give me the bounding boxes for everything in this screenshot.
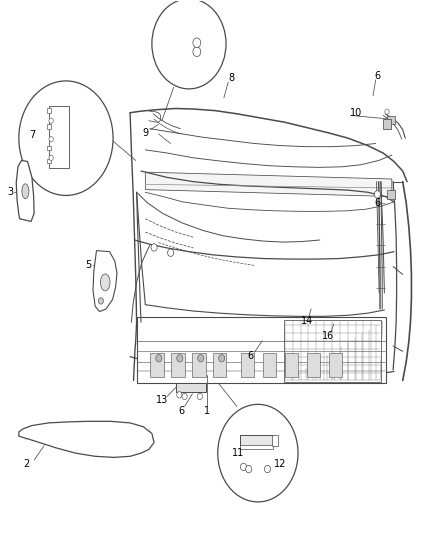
Circle shape	[49, 155, 53, 160]
Bar	[47, 109, 50, 113]
Text: 14: 14	[300, 316, 312, 326]
Circle shape	[177, 392, 182, 398]
Circle shape	[155, 354, 162, 362]
Text: 13: 13	[155, 395, 168, 405]
Text: 16: 16	[321, 332, 334, 342]
Circle shape	[197, 393, 202, 400]
Bar	[386, 116, 394, 124]
Text: 1: 1	[204, 406, 210, 416]
Bar	[136, 317, 385, 383]
Circle shape	[192, 47, 200, 56]
Circle shape	[374, 191, 380, 198]
Bar	[306, 353, 319, 377]
Text: 6: 6	[247, 351, 254, 361]
Text: 7: 7	[30, 130, 36, 140]
Bar	[262, 353, 276, 377]
Polygon shape	[16, 160, 34, 221]
Circle shape	[197, 354, 203, 362]
Circle shape	[217, 405, 297, 502]
Text: 8: 8	[228, 73, 234, 83]
Bar	[149, 353, 163, 377]
Circle shape	[19, 81, 113, 196]
Text: 6: 6	[178, 406, 184, 416]
Bar	[176, 383, 205, 392]
Polygon shape	[19, 421, 154, 457]
Bar	[382, 119, 391, 128]
Circle shape	[192, 38, 200, 47]
Text: 10: 10	[349, 108, 361, 118]
Ellipse shape	[100, 274, 110, 291]
Text: 9: 9	[142, 128, 148, 138]
Bar	[271, 435, 278, 446]
Circle shape	[384, 109, 389, 114]
Text: 2: 2	[24, 459, 30, 469]
Bar	[240, 445, 272, 449]
Circle shape	[240, 463, 246, 471]
Bar	[241, 353, 254, 377]
Text: 6: 6	[374, 70, 380, 80]
Text: 11: 11	[231, 448, 244, 458]
Circle shape	[167, 249, 173, 256]
Bar	[191, 353, 205, 377]
Circle shape	[218, 354, 224, 362]
Circle shape	[151, 244, 157, 251]
Ellipse shape	[22, 184, 29, 199]
Bar	[284, 353, 297, 377]
Circle shape	[182, 393, 187, 400]
Circle shape	[98, 298, 103, 304]
Text: 3: 3	[7, 187, 13, 197]
Polygon shape	[145, 172, 391, 197]
Text: 6: 6	[374, 198, 380, 208]
Circle shape	[264, 465, 270, 473]
Text: 12: 12	[274, 459, 286, 469]
Text: 5: 5	[85, 261, 92, 270]
Circle shape	[152, 0, 226, 89]
Bar	[170, 353, 184, 377]
Bar	[240, 435, 272, 446]
Circle shape	[49, 136, 53, 142]
Circle shape	[49, 118, 53, 123]
Bar	[48, 106, 69, 168]
Bar	[47, 159, 50, 163]
Bar	[47, 124, 50, 128]
Circle shape	[177, 354, 183, 362]
Bar	[212, 353, 226, 377]
Bar	[47, 146, 50, 150]
Bar	[328, 353, 341, 377]
Bar	[386, 190, 394, 199]
Circle shape	[245, 465, 251, 473]
Polygon shape	[93, 251, 117, 312]
